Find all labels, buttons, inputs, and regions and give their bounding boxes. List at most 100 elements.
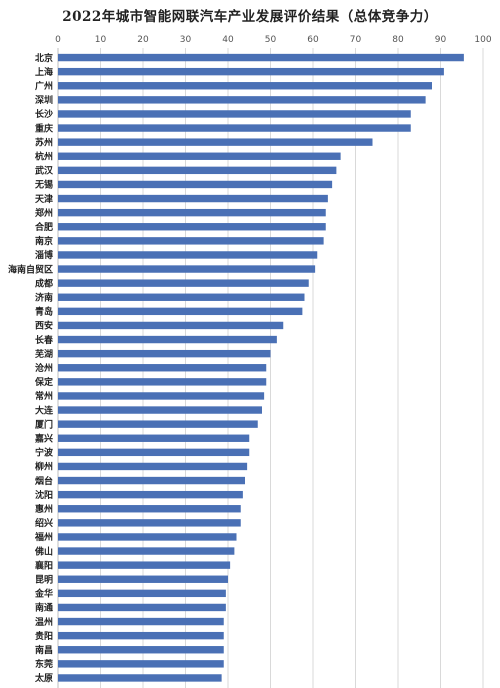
bar	[58, 152, 341, 160]
x-tick-label: 0	[55, 35, 61, 45]
category-label: 淄博	[35, 249, 53, 261]
x-tick-label: 90	[435, 35, 447, 45]
category-label: 绍兴	[35, 517, 53, 529]
bar	[58, 194, 328, 203]
category-label: 济南	[35, 291, 53, 303]
bar	[58, 138, 373, 146]
x-tick-label: 70	[350, 35, 362, 45]
category-label: 长沙	[35, 108, 53, 120]
category-label: 温州	[35, 616, 53, 628]
category-label: 无锡	[34, 179, 53, 191]
category-label: 沈阳	[35, 489, 53, 501]
category-label: 深圳	[35, 94, 53, 106]
bar	[58, 392, 265, 400]
category-label: 海南自贸区	[8, 263, 53, 275]
bar	[58, 646, 224, 654]
x-tick-label: 30	[180, 35, 192, 45]
category-label: 太原	[34, 672, 53, 684]
category-label: 福州	[34, 531, 53, 543]
bar	[58, 237, 324, 245]
category-label: 嘉兴	[34, 432, 53, 444]
category-label: 大连	[35, 404, 54, 416]
bar	[58, 364, 267, 372]
bar	[58, 293, 305, 301]
bar	[58, 223, 326, 231]
bar	[58, 575, 228, 583]
category-label: 成都	[35, 277, 53, 289]
bar	[58, 420, 258, 428]
bar	[58, 180, 333, 189]
bar	[58, 166, 337, 175]
bar	[58, 519, 241, 527]
category-label: 昆明	[35, 574, 53, 585]
bar	[58, 476, 245, 485]
category-label: 柳州	[35, 461, 53, 473]
category-label: 东莞	[35, 658, 53, 670]
category-label: 重庆	[35, 122, 53, 134]
category-label: 西安	[35, 320, 53, 332]
bar	[58, 660, 224, 668]
category-label: 保定	[34, 376, 54, 388]
x-tick-label: 40	[222, 35, 234, 45]
bar	[58, 617, 224, 626]
bar	[58, 603, 226, 612]
bar	[58, 124, 411, 132]
bar	[58, 82, 432, 90]
category-label: 杭州	[35, 150, 53, 162]
bar	[58, 547, 235, 555]
bar	[58, 110, 411, 118]
category-label: 北京	[35, 52, 53, 64]
bar	[58, 505, 241, 513]
bar	[58, 406, 262, 414]
bar	[58, 251, 318, 259]
bar	[58, 434, 250, 442]
category-label: 南京	[35, 235, 53, 247]
category-label: 芜湖	[35, 348, 53, 360]
x-tick-label: 100	[474, 35, 491, 45]
bar	[58, 307, 303, 316]
category-label: 沧州	[35, 362, 53, 374]
bar	[58, 462, 248, 471]
x-tick-label: 10	[95, 35, 107, 45]
bar	[58, 335, 277, 344]
category-label: 广州	[35, 80, 53, 92]
bar	[58, 208, 326, 217]
category-label: 襄阳	[34, 559, 53, 571]
category-label: 宁波	[35, 447, 54, 459]
bar	[58, 378, 267, 386]
category-label: 金华	[34, 588, 53, 600]
x-tick-label: 80	[392, 35, 404, 45]
category-label: 合肥	[35, 221, 53, 233]
category-label: 青岛	[35, 306, 53, 318]
category-label: 上海	[35, 66, 53, 78]
bar	[58, 279, 309, 287]
bar	[58, 533, 237, 541]
chart-title: 2022年城市智能网联汽车产业发展评价结果（总体竞争力）	[62, 9, 438, 25]
x-tick-label: 50	[265, 35, 277, 45]
category-label: 郑州	[35, 207, 53, 219]
bar	[58, 53, 464, 62]
category-label: 长春	[35, 334, 54, 346]
category-label: 佛山	[34, 545, 53, 557]
category-label: 惠州	[35, 503, 53, 515]
category-label: 南昌	[35, 644, 53, 656]
x-tick-label: 60	[307, 35, 319, 45]
bar	[58, 631, 224, 640]
category-label: 武汉	[35, 165, 54, 177]
bar	[58, 349, 271, 358]
category-label: 天津	[35, 193, 53, 205]
category-label: 常州	[35, 390, 53, 402]
category-label: 贵阳	[35, 630, 53, 642]
bar	[58, 265, 316, 273]
bar	[58, 561, 231, 569]
category-label: 苏州	[35, 136, 53, 148]
bar	[58, 67, 444, 76]
bar	[58, 321, 284, 330]
category-label: 南通	[35, 602, 53, 614]
category-label: 烟台	[35, 475, 53, 487]
category-label: 厦门	[35, 418, 53, 430]
bar	[58, 589, 226, 598]
x-tick-label: 20	[137, 35, 149, 45]
bar	[58, 448, 250, 457]
